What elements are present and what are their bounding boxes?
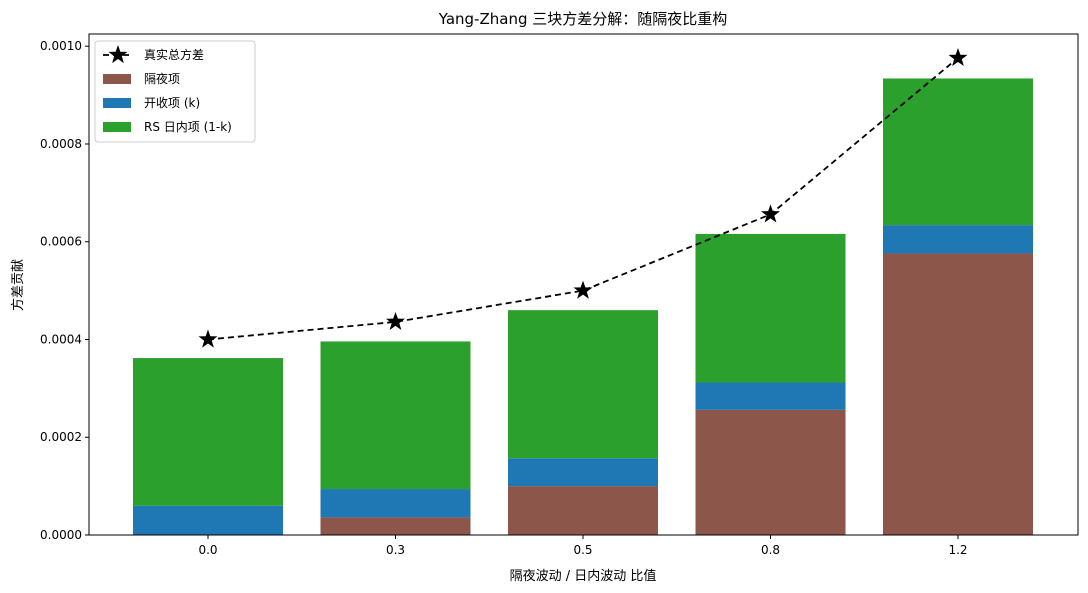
y-tick-label: 0.0004: [40, 332, 82, 346]
total-variance-marker-0.3: [385, 311, 406, 330]
x-tick-label: 0.3: [386, 543, 405, 557]
y-axis-label: 方差贡献: [10, 259, 26, 311]
legend-swatch-2: [103, 98, 131, 108]
x-axis-label: 隔夜波动 / 日内波动 比值: [510, 568, 657, 584]
y-tick-label: 0.0010: [40, 39, 82, 53]
total-variance-marker-0.0: [198, 329, 218, 348]
bar-segment-2-0.5: [508, 458, 658, 487]
y-tick-label: 0.0002: [40, 430, 82, 444]
total-variance-marker-0.8: [760, 204, 781, 223]
bar-segment-1-0.8: [695, 409, 846, 535]
y-tick-label: 0.0006: [40, 235, 82, 249]
bar-segment-2-0.8: [695, 382, 846, 410]
bar-segment-3-0.5: [508, 310, 658, 459]
bar-segment-2-0.0: [133, 505, 283, 535]
y-tick-label: 0.0000: [40, 528, 82, 542]
bar-segment-1-1.2: [883, 253, 1033, 535]
bar-segment-2-1.2: [883, 225, 1033, 254]
x-tick-label: 0.8: [761, 543, 780, 557]
bar-segment-1-0.5: [508, 486, 658, 535]
total-variance-line: [207, 57, 959, 341]
total-variance-marker-0.5: [573, 280, 593, 299]
legend-label-total: 真实总方差: [144, 47, 204, 62]
bar-segment-3-0.3: [320, 341, 471, 490]
legend-label-3: RS 日内项 (1-k): [144, 120, 232, 134]
total-variance-marker-1.2: [948, 47, 968, 67]
legend-swatch-1: [103, 74, 131, 84]
bar-segment-2-0.3: [320, 489, 471, 518]
bar-segment-3-0.8: [695, 233, 846, 383]
legend-star-marker: [108, 45, 128, 64]
chart-title: Yang-Zhang 三块方差分解：随隔夜比重构: [438, 10, 728, 28]
bar-segment-1-0.3: [320, 517, 471, 535]
bar-segment-3-0.0: [133, 358, 283, 506]
x-tick-label: 0.0: [198, 543, 217, 557]
legend-box: [94, 40, 256, 143]
x-tick-label: 1.2: [948, 543, 967, 557]
y-tick-label: 0.0008: [40, 137, 82, 151]
legend-label-1: 隔夜项: [144, 71, 180, 86]
legend-swatch-3: [103, 122, 131, 132]
legend-label-2: 开收项 (k): [144, 96, 200, 110]
plot-area: 0.0000 0.0002 0.0004 0.0006 0.0008 0.0010 0.0 0…: [40, 33, 1079, 557]
x-tick-label: 0.5: [573, 543, 592, 557]
bar-segment-3-1.2: [883, 78, 1033, 226]
